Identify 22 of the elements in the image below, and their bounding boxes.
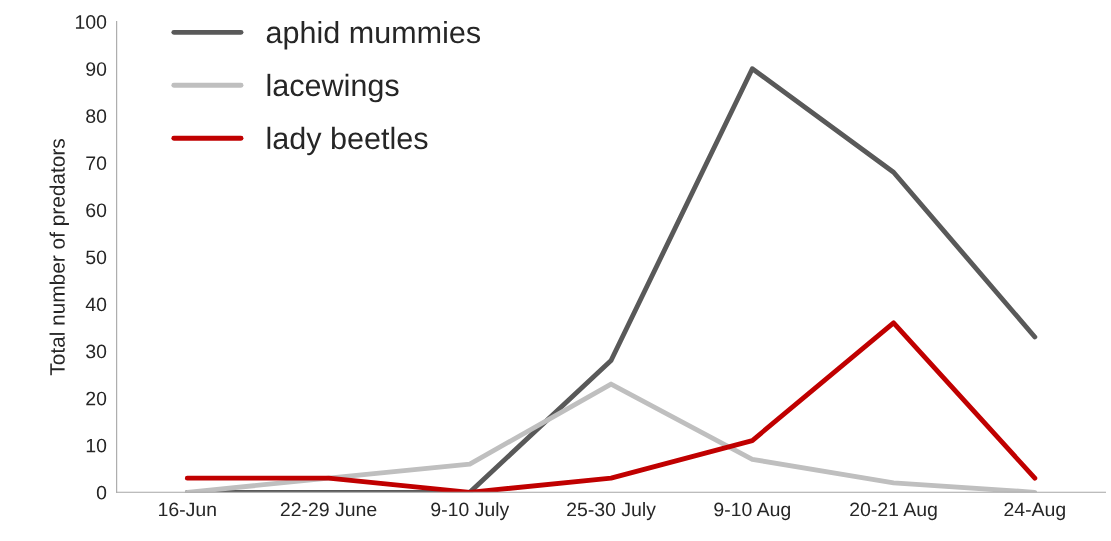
- x-tick-label: 25-30 July: [567, 502, 656, 521]
- x-tick-label: 9-10 July: [431, 502, 510, 521]
- x-tick-label: 22-29 June: [280, 502, 377, 517]
- y-tick-label: 100: [75, 15, 107, 29]
- y-tick-label: 60: [86, 203, 107, 218]
- legend-label: lacewings: [267, 73, 399, 103]
- y-tick-label: 70: [86, 156, 107, 171]
- y-tick-label: 50: [86, 250, 107, 265]
- y-tick-label: 80: [86, 109, 107, 124]
- legend-label: aphid mummies: [266, 20, 481, 50]
- y-axis-title: Total number of predators: [49, 139, 69, 376]
- y-tick-label: 10: [86, 438, 107, 453]
- y-tick-label: 30: [86, 344, 107, 359]
- x-tick-label: 20-21 Aug: [850, 502, 937, 521]
- y-tick-label: 40: [85, 297, 107, 312]
- y-tick-label: 20: [86, 391, 107, 406]
- legend-label: lady beetles: [267, 126, 428, 156]
- y-tick-label: 90: [86, 62, 107, 76]
- x-tick-label: 24-Aug: [1004, 502, 1065, 521]
- y-tick-label: 0: [96, 485, 107, 500]
- x-tick-label: 9-10 Aug: [714, 502, 790, 521]
- x-tick-label: 16-Jun: [159, 502, 216, 517]
